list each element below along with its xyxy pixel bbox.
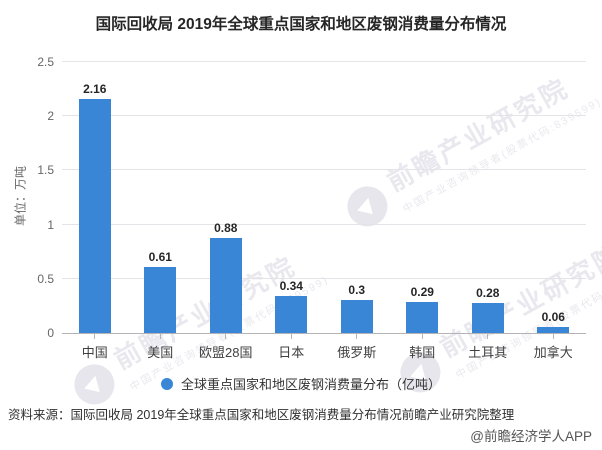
bars-container: 2.16 0.61 0.88 0.34 0.3 0.29 0.28 0.06 bbox=[62, 62, 586, 333]
x-tick-label: 美国 bbox=[147, 345, 174, 360]
x-tickmark bbox=[290, 334, 292, 339]
bar-value-label: 0.06 bbox=[541, 309, 565, 324]
legend-marker-icon bbox=[160, 377, 173, 390]
x-tickmark bbox=[552, 334, 554, 339]
bar-column: 0.61 bbox=[128, 62, 194, 333]
x-axis-cell: 欧盟28国 bbox=[193, 334, 259, 361]
bar-value-label: 0.29 bbox=[410, 284, 434, 299]
gridline bbox=[62, 61, 586, 62]
x-axis-cell: 土耳其 bbox=[455, 334, 521, 361]
y-tick-label: 0.5 bbox=[37, 271, 54, 286]
y-tick-label: 2 bbox=[47, 109, 54, 124]
bar bbox=[78, 98, 111, 333]
x-tick-label: 日本 bbox=[278, 345, 305, 360]
bar bbox=[209, 237, 242, 333]
x-tick-label: 俄罗斯 bbox=[337, 345, 377, 360]
x-axis-cell: 韩国 bbox=[390, 334, 456, 361]
bar-value-label: 0.28 bbox=[476, 285, 500, 300]
x-tick-label: 欧盟28国 bbox=[199, 345, 253, 360]
bar-value-label: 0.61 bbox=[148, 249, 172, 264]
bar-column: 0.3 bbox=[324, 62, 390, 333]
x-tick-label: 加拿大 bbox=[533, 345, 573, 360]
bar-column: 2.16 bbox=[62, 62, 128, 333]
bar-value-label: 0.3 bbox=[348, 283, 366, 298]
credit-text: @前瞻经济学人APP bbox=[470, 429, 592, 444]
bar-value-label: 2.16 bbox=[83, 81, 107, 96]
bar-column: 0.29 bbox=[390, 62, 456, 333]
x-tickmark bbox=[421, 334, 423, 339]
y-tick-label: 0 bbox=[47, 326, 54, 340]
x-tickmark bbox=[159, 334, 161, 339]
bar bbox=[144, 266, 177, 333]
bar bbox=[340, 300, 373, 333]
bar-column: 0.06 bbox=[521, 62, 587, 333]
y-tick-label: 1.5 bbox=[37, 163, 54, 178]
legend-label: 全球重点国家和地区废钢消费量分布（亿吨） bbox=[180, 377, 441, 392]
x-tickmark bbox=[94, 334, 96, 339]
gridline bbox=[62, 223, 586, 225]
bar bbox=[471, 302, 504, 333]
x-tick-label: 韩国 bbox=[409, 345, 436, 360]
y-tick-label: 2.5 bbox=[37, 55, 54, 69]
x-tickmark bbox=[225, 334, 227, 339]
gridline bbox=[62, 115, 586, 117]
gridline bbox=[62, 277, 586, 279]
x-tickmark bbox=[487, 334, 489, 339]
bar-column: 0.28 bbox=[455, 62, 521, 333]
y-axis-labels: 0 0.5 1 1.5 2 2.5 bbox=[0, 55, 54, 340]
x-tick-label: 土耳其 bbox=[468, 345, 508, 360]
legend: 全球重点国家和地区废钢消费量分布（亿吨） bbox=[0, 374, 602, 393]
bar-column: 0.88 bbox=[193, 62, 259, 333]
x-axis-cell: 俄罗斯 bbox=[324, 334, 390, 361]
bar bbox=[537, 326, 570, 333]
gridline bbox=[62, 169, 586, 171]
x-tick-label: 中国 bbox=[81, 345, 108, 360]
x-axis-cell: 加拿大 bbox=[521, 334, 587, 361]
x-tickmark bbox=[356, 334, 358, 339]
bar-value-label: 0.88 bbox=[214, 220, 238, 235]
y-tick-label: 1 bbox=[47, 217, 54, 232]
bar-value-label: 0.34 bbox=[279, 279, 303, 294]
source-note: 资料来源：国际回收局 2019年全球重点国家和地区废钢消费量分布情况前瞻产业研究… bbox=[8, 408, 515, 422]
bar bbox=[275, 296, 308, 333]
chart-title: 国际回收局 2019年全球重点国家和地区废钢消费量分布情况 bbox=[95, 16, 507, 33]
bar bbox=[406, 301, 439, 333]
x-axis-cell: 美国 bbox=[128, 334, 194, 361]
x-axis-cell: 日本 bbox=[259, 334, 325, 361]
plot-area: 2.16 0.61 0.88 0.34 0.3 0.29 0.28 0.06 bbox=[62, 61, 586, 334]
x-axis-labels: 中国 美国 欧盟28国 日本 俄罗斯 韩国 土耳其 加拿大 bbox=[62, 334, 586, 361]
bar-column: 0.34 bbox=[259, 62, 325, 333]
x-axis-cell: 中国 bbox=[62, 334, 128, 361]
